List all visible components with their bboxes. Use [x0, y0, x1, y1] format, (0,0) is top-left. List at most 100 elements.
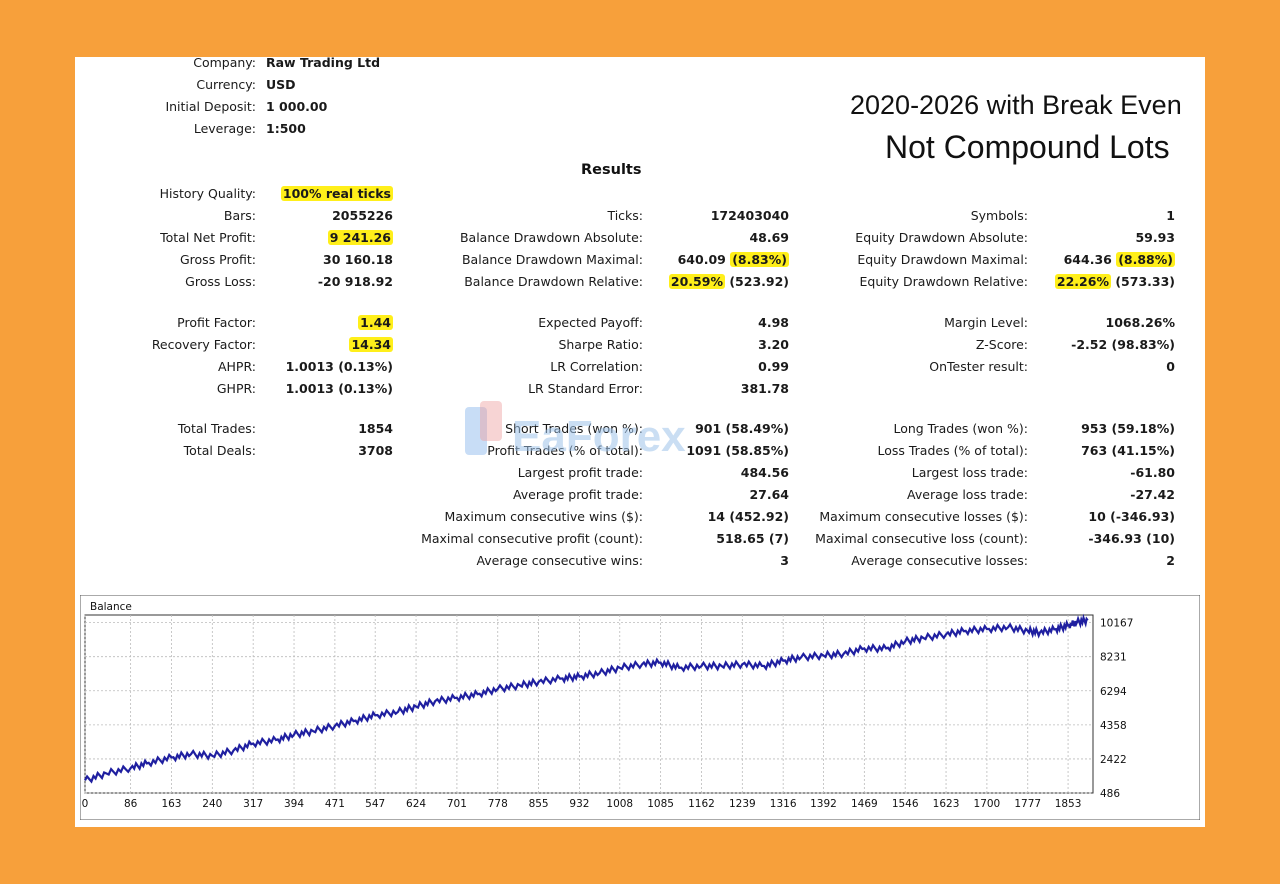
- col1-value: 100% real ticks: [153, 186, 393, 202]
- x-tick-label: 0: [82, 798, 89, 810]
- col3-value: -346.93 (10): [935, 531, 1175, 547]
- col1-label: Total Trades:: [177, 421, 256, 436]
- value-text: 953 (59.18%): [1081, 421, 1175, 436]
- x-tick-label: 394: [284, 798, 304, 810]
- highlight-mark: (8.88%): [1116, 252, 1175, 267]
- col2-label: LR Correlation:: [550, 359, 643, 374]
- col1-label: Gross Loss:: [185, 274, 256, 289]
- col3-value: 59.93: [935, 230, 1175, 246]
- col3-label: Equity Drawdown Absolute:: [855, 230, 1028, 245]
- x-tick-label: 624: [406, 798, 426, 810]
- col3-value: 2: [935, 553, 1175, 569]
- col1-label: History Quality:: [159, 186, 256, 201]
- col3-label: Equity Drawdown Relative:: [859, 274, 1028, 289]
- info-label: Company:: [193, 55, 256, 70]
- col3-value: 1: [935, 208, 1175, 224]
- col2-value: 640.09 (8.83%): [549, 252, 789, 268]
- col3-value: 953 (59.18%): [935, 421, 1175, 437]
- y-tick-label: 4358: [1100, 720, 1127, 732]
- col1-label: Recovery Factor:: [151, 337, 256, 352]
- col1-label: Total Net Profit:: [160, 230, 256, 245]
- info-value: 1 000.00: [266, 99, 328, 114]
- x-tick-label: 163: [161, 798, 181, 810]
- x-tick-label: 1853: [1055, 798, 1082, 810]
- col2-label: Short Trades (won %):: [505, 421, 643, 436]
- x-tick-label: 1085: [647, 798, 674, 810]
- value-text: 10 (-346.93): [1088, 509, 1175, 524]
- value-text: 644.36: [1063, 252, 1117, 267]
- col2-value: 901 (58.49%): [549, 421, 789, 437]
- info-value: USD: [266, 77, 296, 92]
- value-text: -61.80: [1130, 465, 1175, 480]
- col3-label: Average loss trade:: [907, 487, 1028, 502]
- col1-value: 2055226: [153, 208, 393, 224]
- value-text: 27.64: [749, 487, 789, 502]
- y-tick-label: 10167: [1100, 618, 1133, 630]
- x-tick-label: 1008: [606, 798, 633, 810]
- value-text: 2: [1166, 553, 1175, 568]
- highlight-mark: 9 241.26: [327, 230, 393, 245]
- col3-label: Symbols:: [970, 208, 1028, 223]
- col3-label: Margin Level:: [944, 315, 1028, 330]
- value-text: 59.93: [1135, 230, 1175, 245]
- col1-value: 30 160.18: [153, 252, 393, 268]
- col3-label: Largest loss trade:: [911, 465, 1028, 480]
- col2-value: 48.69: [549, 230, 789, 246]
- value-text: 1.0013 (0.13%): [285, 359, 393, 374]
- x-tick-label: 932: [569, 798, 589, 810]
- x-tick-label: 1469: [851, 798, 878, 810]
- col1-label: Total Deals:: [183, 443, 256, 458]
- col1-label: Bars:: [223, 208, 256, 223]
- value-text: (573.33): [1110, 274, 1175, 289]
- info-label: Leverage:: [193, 121, 256, 136]
- value-text: 2055226: [332, 208, 393, 223]
- title-line-2: Not Compound Lots: [885, 129, 1170, 165]
- info-value: Raw Trading Ltd: [266, 55, 381, 70]
- col3-label: Maximal consecutive loss (count):: [815, 531, 1028, 546]
- col1-value: 9 241.26: [153, 230, 393, 246]
- col1-value: -20 918.92: [153, 274, 393, 290]
- col1-value: 1.0013 (0.13%): [153, 381, 393, 397]
- col2-label: Balance Drawdown Maximal:: [461, 252, 643, 267]
- highlight-mark: 100% real ticks: [280, 186, 393, 201]
- x-tick-label: 471: [325, 798, 345, 810]
- highlight-mark: 14.34: [349, 337, 393, 352]
- y-tick-label: 486: [1100, 788, 1120, 800]
- info-value: 1:500: [266, 121, 306, 136]
- col2-value: 1091 (58.85%): [549, 443, 789, 459]
- value-text: 381.78: [740, 381, 789, 396]
- value-text: 172403040: [710, 208, 789, 223]
- value-text: 640.09: [677, 252, 731, 267]
- balance-line: [84, 613, 1089, 784]
- col1-value: 3708: [153, 443, 393, 459]
- balance-chart: Balance 10167 8231 6294 4358 2422 486 0 86 163 2…: [80, 595, 1200, 820]
- col2-value: 4.98: [549, 315, 789, 331]
- col1-label: GHPR:: [216, 381, 256, 396]
- value-text: 4.98: [758, 315, 789, 330]
- col2-label: Ticks:: [607, 208, 643, 223]
- value-text: 3.20: [758, 337, 789, 352]
- col2-label: Balance Drawdown Relative:: [464, 274, 643, 289]
- col3-value: -61.80: [935, 465, 1175, 481]
- col2-label: Balance Drawdown Absolute:: [459, 230, 643, 245]
- value-text: 484.56: [740, 465, 789, 480]
- value-text: 14 (452.92): [707, 509, 789, 524]
- x-tick-label: 1777: [1014, 798, 1041, 810]
- col3-label: Equity Drawdown Maximal:: [857, 252, 1028, 267]
- value-text: (523.92): [724, 274, 789, 289]
- col2-value: 3.20: [549, 337, 789, 353]
- x-tick-label: 701: [447, 798, 467, 810]
- value-text: 901 (58.49%): [695, 421, 789, 436]
- col1-value: 1854: [153, 421, 393, 437]
- value-text: 1: [1166, 208, 1175, 223]
- x-tick-label: 317: [243, 798, 263, 810]
- col3-value: 22.26% (573.33): [935, 274, 1175, 290]
- col3-label: Long Trades (won %):: [893, 421, 1028, 436]
- col2-value: 0.99: [549, 359, 789, 375]
- col2-label: Maximal consecutive profit (count):: [421, 531, 643, 546]
- col1-value: 1.44: [153, 315, 393, 331]
- value-text: 1854: [358, 421, 393, 436]
- col3-label: Loss Trades (% of total):: [877, 443, 1028, 458]
- title-line-1: 2020-2026 with Break Even: [850, 90, 1182, 120]
- col2-value: 484.56: [549, 465, 789, 481]
